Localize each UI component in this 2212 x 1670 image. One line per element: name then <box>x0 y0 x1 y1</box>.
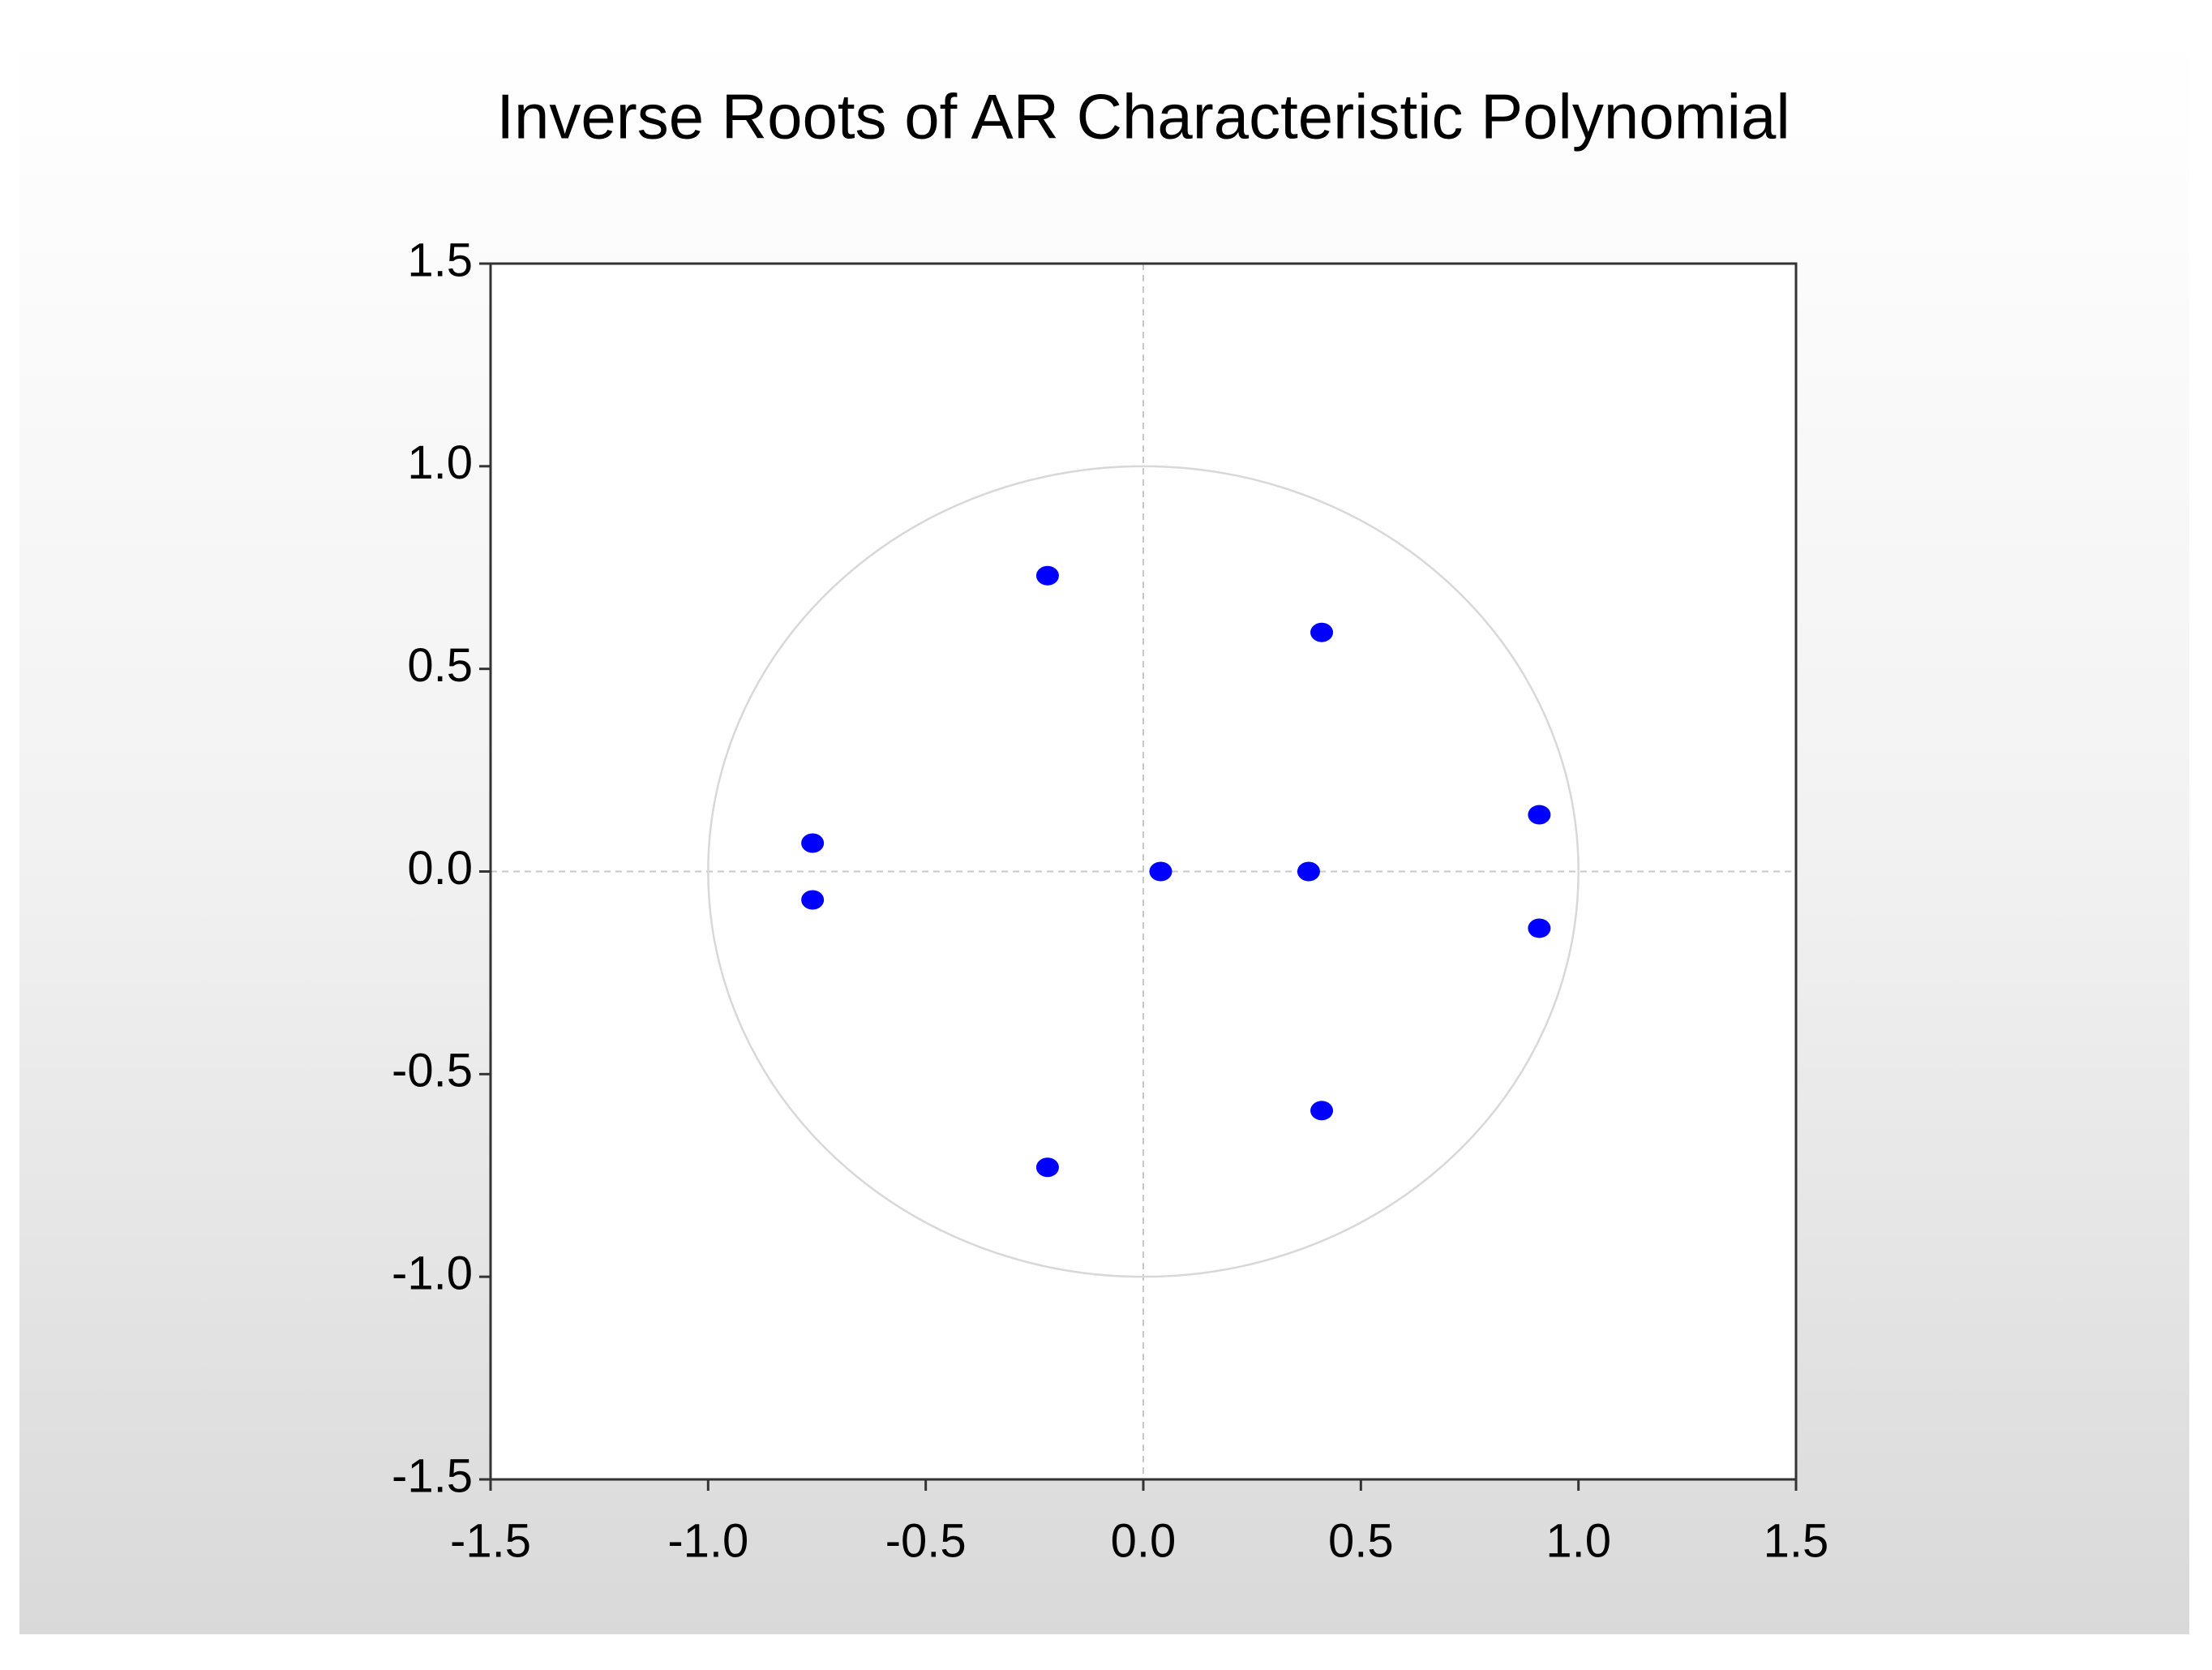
root-point <box>1310 622 1334 642</box>
root-point <box>1528 918 1551 938</box>
x-tick-label: 0.0 <box>1111 1514 1177 1567</box>
chart-title: Inverse Roots of AR Characteristic Polyn… <box>496 81 1790 152</box>
y-tick-label: 1.0 <box>407 436 473 489</box>
x-tick-label: -1.5 <box>450 1514 531 1567</box>
y-tick-label: 0.0 <box>407 842 473 895</box>
root-point <box>1528 805 1551 825</box>
y-tick-label: 0.5 <box>407 639 473 692</box>
root-point <box>1310 1101 1334 1121</box>
y-tick-label: -0.5 <box>392 1045 473 1097</box>
y-tick-label: -1.0 <box>392 1247 473 1299</box>
root-point <box>1035 1157 1059 1178</box>
root-point <box>1149 861 1172 882</box>
x-tick-label: 0.5 <box>1328 1514 1394 1567</box>
root-point <box>801 890 825 910</box>
y-tick-label: 1.5 <box>407 234 473 286</box>
x-tick-label: 1.0 <box>1545 1514 1611 1567</box>
root-point <box>1297 861 1320 882</box>
x-tick-label: -1.0 <box>667 1514 748 1567</box>
x-tick-label: -0.5 <box>885 1514 967 1567</box>
x-tick-label: 1.5 <box>1764 1514 1829 1567</box>
root-point <box>801 833 825 853</box>
root-point <box>1035 565 1059 586</box>
y-tick-label: -1.5 <box>392 1449 473 1502</box>
unit-circle <box>707 465 1580 1278</box>
